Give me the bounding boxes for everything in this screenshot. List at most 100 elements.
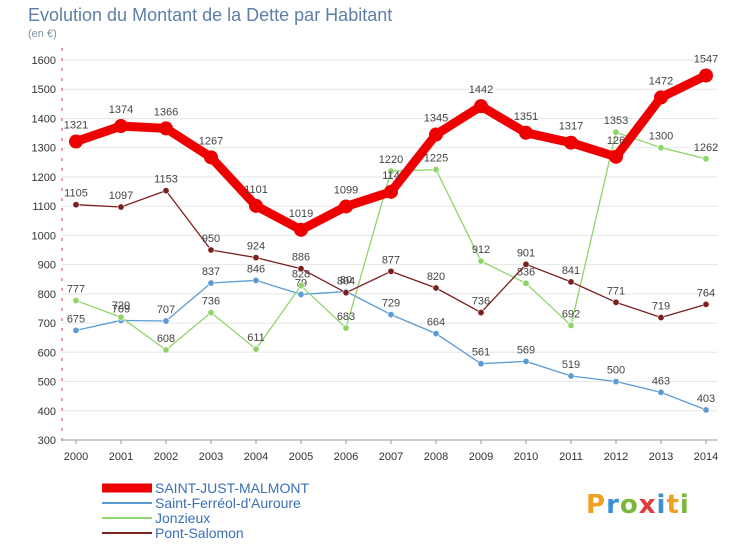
data-label-saint-ferr-ol-d-auroure: 675	[67, 313, 85, 325]
data-label-saint-ferr-ol-d-auroure: 709	[112, 303, 130, 315]
data-point-pont-salomon	[72, 201, 80, 209]
x-tick-label: 2005	[289, 451, 313, 463]
data-label-saint-just-malmont: 1472	[649, 75, 673, 87]
data-point-pont-salomon	[657, 314, 665, 322]
data-point-saint-just-malmont	[699, 68, 713, 83]
x-tick-label: 2003	[199, 451, 223, 463]
data-label-saint-ferr-ol-d-auroure: 561	[472, 347, 490, 359]
data-label-jonzieux: 611	[247, 332, 265, 344]
x-tick-label: 2012	[604, 451, 628, 463]
data-label-saint-just-malmont: 1366	[154, 106, 178, 118]
data-label-saint-ferr-ol-d-auroure: 846	[247, 263, 265, 275]
chart-title: Evolution du Montant de la Dette par Hab…	[28, 5, 393, 25]
x-tick-label: 2014	[694, 451, 718, 463]
data-point-jonzieux	[567, 321, 575, 329]
data-label-saint-ferr-ol-d-auroure: 707	[157, 304, 175, 316]
data-label-pont-salomon: 950	[202, 233, 220, 245]
data-point-saint-ferr-ol-d-auroure	[612, 378, 620, 386]
data-label-saint-just-malmont: 1019	[289, 208, 313, 220]
x-tick-label: 2006	[334, 451, 358, 463]
data-label-saint-just-malmont: 1374	[109, 104, 133, 116]
data-point-jonzieux	[207, 309, 215, 317]
data-label-pont-salomon: 771	[607, 285, 625, 297]
data-point-saint-just-malmont	[474, 99, 488, 114]
plot-area	[62, 48, 718, 440]
data-point-saint-just-malmont	[159, 121, 173, 136]
data-point-saint-ferr-ol-d-auroure	[387, 311, 395, 319]
data-point-jonzieux	[432, 166, 440, 174]
y-tick-label: 1100	[32, 201, 56, 213]
data-label-pont-salomon: 924	[247, 241, 265, 253]
data-point-pont-salomon	[387, 267, 395, 275]
data-point-saint-ferr-ol-d-auroure	[162, 317, 170, 325]
data-point-saint-ferr-ol-d-auroure	[72, 326, 80, 334]
data-label-saint-just-malmont: 1267	[199, 135, 223, 147]
data-point-saint-ferr-ol-d-auroure	[432, 330, 440, 338]
data-point-pont-salomon	[432, 284, 440, 292]
y-tick-label: 300	[38, 435, 56, 447]
logo-letter: i	[656, 490, 667, 520]
data-label-pont-salomon: 804	[337, 276, 355, 288]
data-label-jonzieux: 1353	[604, 115, 628, 127]
data-label-jonzieux: 912	[472, 244, 490, 256]
data-point-pont-salomon	[477, 309, 485, 317]
data-label-jonzieux: 1262	[694, 142, 718, 154]
logo-letter: r	[606, 490, 620, 520]
data-label-saint-ferr-ol-d-auroure: 729	[382, 298, 400, 310]
data-label-pont-salomon: 901	[517, 247, 535, 259]
data-label-jonzieux: 736	[202, 296, 220, 308]
data-label-saint-just-malmont: 1099	[334, 184, 358, 196]
data-point-saint-just-malmont	[204, 150, 218, 165]
legend-label-jonzieux: Jonzieux	[155, 510, 210, 526]
data-point-pont-salomon	[162, 187, 170, 195]
y-tick-label: 600	[38, 347, 56, 359]
logo-letter: t	[666, 490, 680, 520]
y-tick-label: 800	[38, 289, 56, 301]
data-point-saint-just-malmont	[114, 119, 128, 134]
data-label-pont-salomon: 1153	[154, 174, 178, 186]
y-tick-label: 1200	[32, 172, 56, 184]
legend-label-saint-just-malmont: SAINT-JUST-MALMONT	[155, 480, 309, 496]
x-tick-label: 2009	[469, 451, 493, 463]
data-point-saint-just-malmont	[384, 184, 398, 199]
data-label-jonzieux: 777	[67, 284, 85, 296]
data-point-pont-salomon	[522, 260, 530, 268]
y-tick-label: 1300	[32, 143, 56, 155]
legend-label-saint-ferr-ol-d-auroure: Saint-Ferréol-d'Auroure	[155, 495, 301, 511]
data-label-jonzieux: 720	[112, 300, 130, 312]
x-tick-label: 2001	[109, 451, 133, 463]
data-point-jonzieux	[477, 257, 485, 265]
data-label-jonzieux: 1300	[649, 131, 673, 143]
data-point-pont-salomon	[297, 265, 305, 273]
data-label-saint-ferr-ol-d-auroure: 403	[697, 393, 715, 405]
data-point-pont-salomon	[702, 300, 710, 308]
data-label-jonzieux: 1225	[424, 153, 448, 165]
data-label-pont-salomon: 719	[652, 301, 670, 313]
data-point-jonzieux	[252, 345, 260, 353]
data-point-saint-just-malmont	[249, 198, 263, 213]
data-point-jonzieux	[657, 144, 665, 152]
data-point-saint-ferr-ol-d-auroure	[297, 290, 305, 298]
data-point-saint-just-malmont	[654, 90, 668, 105]
logo-letter: x	[638, 490, 657, 520]
data-point-saint-just-malmont	[69, 134, 83, 149]
data-point-jonzieux	[702, 155, 710, 163]
data-point-saint-ferr-ol-d-auroure	[522, 357, 530, 365]
data-point-pont-salomon	[567, 278, 575, 286]
y-tick-label: 500	[38, 377, 56, 389]
data-point-saint-just-malmont	[339, 199, 353, 214]
x-tick-label: 2004	[244, 451, 268, 463]
data-label-saint-just-malmont: 1317	[559, 121, 583, 133]
logo-letter: i	[679, 490, 690, 520]
data-label-jonzieux: 608	[157, 333, 175, 345]
data-point-saint-ferr-ol-d-auroure	[567, 372, 575, 380]
data-label-saint-just-malmont: 1442	[469, 84, 493, 96]
data-point-saint-ferr-ol-d-auroure	[657, 388, 665, 396]
x-tick-label: 2007	[379, 451, 403, 463]
data-label-jonzieux: 836	[517, 266, 535, 278]
data-point-jonzieux	[162, 346, 170, 354]
y-tick-label: 1600	[32, 55, 56, 67]
data-label-pont-salomon: 764	[697, 287, 715, 299]
